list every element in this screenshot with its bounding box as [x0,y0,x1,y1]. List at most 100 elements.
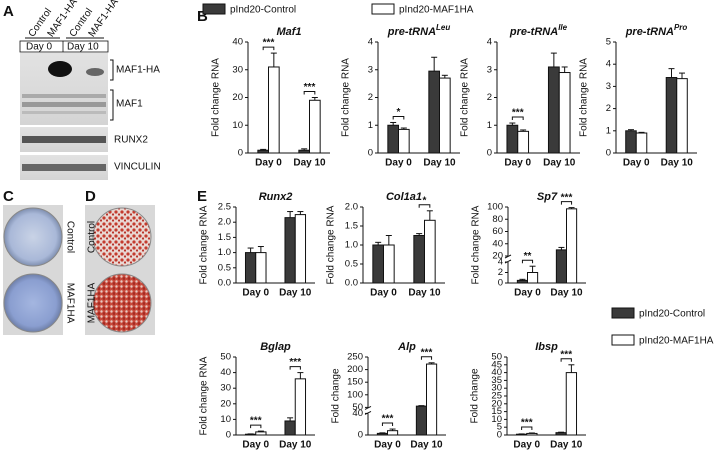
x-tick-label: Day 0 [255,158,282,169]
x-tick-label: Day 10 [661,158,694,169]
error-bar [509,122,516,126]
y-tick-label: 0 [498,278,503,289]
x-tick-label: Day 10 [543,158,576,169]
y-tick-label: 1.0 [345,240,358,251]
chart-title-text: Sp7 [537,191,558,203]
y-axis-label: Fold change RNA [199,205,210,284]
error-bar [431,56,438,72]
error-bar [375,241,382,245]
bar [383,244,395,284]
error-bar [400,127,407,130]
panel-letter: E [197,188,207,205]
chart-title: Ibsp [535,341,558,353]
x-tick-label: Day 0 [242,288,269,299]
y-tick-label: 2 [368,92,373,103]
panel-letter: A [3,3,14,20]
day-box [19,40,109,53]
y-tick-label: 1 [487,120,492,131]
y-tick-label: 10 [491,414,502,425]
y-tick-label: 4 [498,257,503,268]
chart-title-text: Ibsp [535,341,558,353]
significance-bracket [560,358,572,362]
bar [665,77,678,154]
significance-bracket [521,259,534,264]
bar [294,378,307,436]
x-tick-label: Day 10 [550,288,583,299]
error-bar [379,432,386,434]
chart-title-text: Col1a1 [386,191,422,203]
error-bar [297,372,304,379]
row-label: MAF1HA [64,283,75,324]
x-tick-label: Day 0 [385,158,412,169]
y-tick-label: 200 [347,364,363,375]
y-tick-label: 1.5 [345,221,358,232]
lane-label: MAF1-HA [87,0,121,39]
blot-band [86,68,104,76]
y-tick-label: 50 [491,352,502,363]
day-label: Day 10 [67,42,99,53]
bar [413,235,425,284]
bar [439,77,451,154]
chart-title-superscript: Ile [558,23,567,32]
y-tick-label: 35 [491,375,502,386]
well [3,207,63,267]
legend-swatch [202,3,226,15]
significance-bracket [418,204,431,208]
chart-title-text: Bglap [260,341,291,353]
error-bar [257,430,264,432]
chart-title: Col1a1 [386,191,422,203]
band-label: MAF1 [116,99,143,110]
bar [255,431,267,436]
y-tick-label: 30 [232,64,243,75]
y-tick-label: 1.0 [218,247,231,258]
bar [284,420,296,436]
error-bar [247,247,254,253]
error-bar [441,74,448,79]
band-label: RUNX2 [114,135,148,146]
bar [257,149,269,154]
chart-title: Maf1 [276,26,301,38]
y-tick-label: 2 [487,92,492,103]
day-label: Day 0 [26,42,53,53]
y-tick-label: 0 [487,148,492,159]
bar [284,217,296,284]
bar [244,252,257,284]
error-bar [520,129,527,132]
bar [676,78,688,154]
x-tick-label: Day 0 [370,288,397,299]
y-tick-label: 45 [491,359,502,370]
blot-band [48,61,72,77]
error-bar [390,121,397,126]
significance-label: *** [421,347,433,358]
chart-title-text: pre-tRNA [387,26,436,38]
y-tick-label: 3 [606,81,611,92]
y-tick-label: 4 [606,59,611,70]
error-bar [561,66,568,73]
y-tick-label: 20 [220,398,231,409]
legend-label: pInd20-Control [639,309,705,320]
y-tick-label: 50 [220,352,231,363]
x-tick-label: Day 10 [550,440,583,451]
error-bar [519,278,526,281]
x-tick-label: Day 0 [514,288,541,299]
error-bar [301,148,308,151]
panel-letter: B [197,8,208,25]
bar [268,66,280,154]
bar [516,279,528,284]
significance-label: ** [524,251,532,262]
bar [517,130,530,154]
chart-title: Runx2 [259,191,293,203]
y-tick-label: 4 [487,37,492,48]
y-tick-label: 0.5 [218,262,231,273]
y-tick-label: 2 [498,267,503,278]
y-tick-label: 5 [606,37,611,48]
bar [558,72,571,154]
significance-label: *** [512,108,524,119]
y-tick-label: 1.5 [218,232,231,243]
y-axis-label: Fold change RNA [579,58,590,137]
significance-label: *** [561,192,573,203]
significance-label: *** [560,349,572,360]
bar [398,128,410,154]
x-tick-label: Day 10 [293,158,326,169]
chart-title-text: pre-tRNA [509,26,558,38]
